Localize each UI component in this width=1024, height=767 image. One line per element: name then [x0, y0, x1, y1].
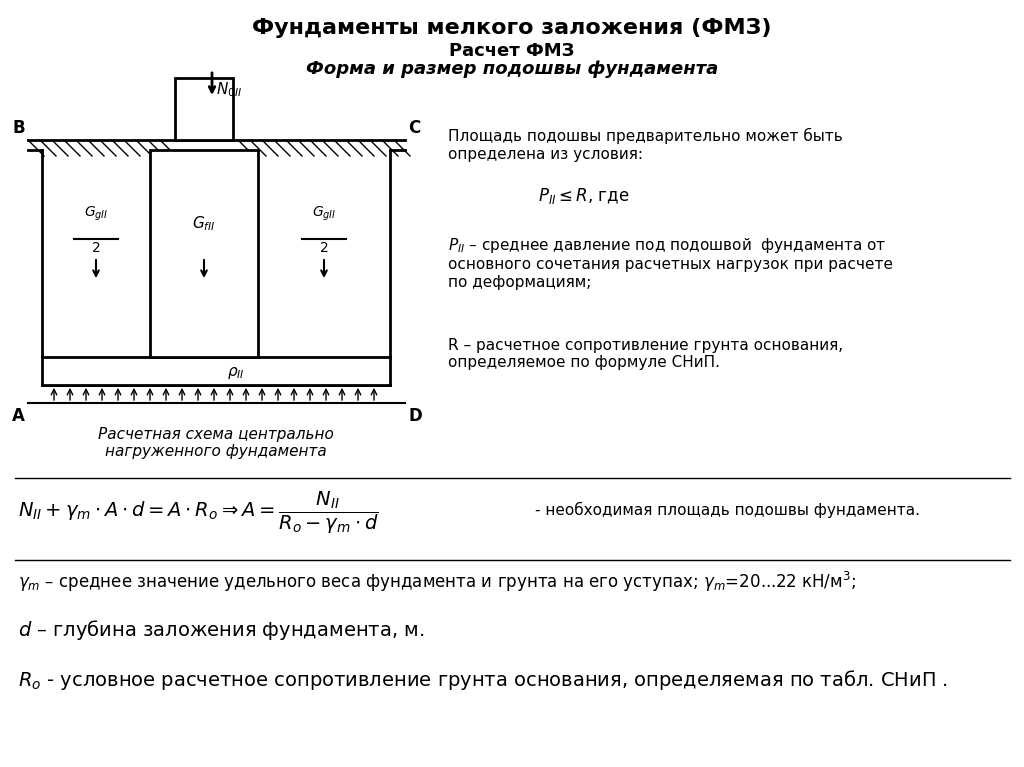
Text: R – расчетное сопротивление грунта основания,
определяемое по формуле СНиП.: R – расчетное сопротивление грунта основ… [449, 338, 843, 370]
Text: Расчет ФМЗ: Расчет ФМЗ [450, 42, 574, 60]
Text: Расчетная схема центрально
нагруженного фундамента: Расчетная схема центрально нагруженного … [98, 427, 334, 459]
Text: Форма и размер подошвы фундамента: Форма и размер подошвы фундамента [306, 60, 718, 78]
Text: $R_o$ - условное расчетное сопротивление грунта основания, определяемая по табл.: $R_o$ - условное расчетное сопротивление… [18, 668, 948, 692]
Text: C: C [408, 119, 420, 137]
Text: D: D [408, 407, 422, 425]
Text: $\rho_{II}$: $\rho_{II}$ [227, 365, 245, 381]
Text: $P_{II}$ – среднее давление под подошвой  фундамента от
основного сочетания расч: $P_{II}$ – среднее давление под подошвой… [449, 236, 893, 290]
Text: A: A [12, 407, 25, 425]
Text: $P_{II} \leq R$, где: $P_{II} \leq R$, где [538, 186, 630, 206]
Text: $G_{gII}$: $G_{gII}$ [311, 205, 336, 223]
Text: $\gamma_m$ – среднее значение удельного веса фундамента и грунта на его уступах;: $\gamma_m$ – среднее значение удельного … [18, 570, 856, 594]
Text: $G_{fII}$: $G_{fII}$ [193, 214, 216, 233]
Text: $d$ – глубина заложения фундамента, м.: $d$ – глубина заложения фундамента, м. [18, 618, 424, 642]
Text: Фундаменты мелкого заложения (ФМЗ): Фундаменты мелкого заложения (ФМЗ) [252, 18, 772, 38]
Text: Площадь подошвы предварительно может быть
определена из условия:: Площадь подошвы предварительно может быт… [449, 128, 843, 162]
Text: B: B [12, 119, 25, 137]
Bar [175, 78, 233, 140]
Bar [42, 357, 390, 385]
Text: $N_{II} + \gamma_m \cdot A \cdot d = A \cdot R_o \Rightarrow A = \dfrac{N_{II}}{: $N_{II} + \gamma_m \cdot A \cdot d = A \… [18, 490, 379, 536]
Text: $N_{0II}$: $N_{0II}$ [216, 80, 243, 99]
Text: $G_{gII}$: $G_{gII}$ [84, 205, 109, 223]
Text: 2: 2 [319, 241, 329, 255]
Text: 2: 2 [91, 241, 100, 255]
Bar [150, 150, 258, 357]
Text: - необходимая площадь подошвы фундамента.: - необходимая площадь подошвы фундамента… [535, 502, 920, 518]
